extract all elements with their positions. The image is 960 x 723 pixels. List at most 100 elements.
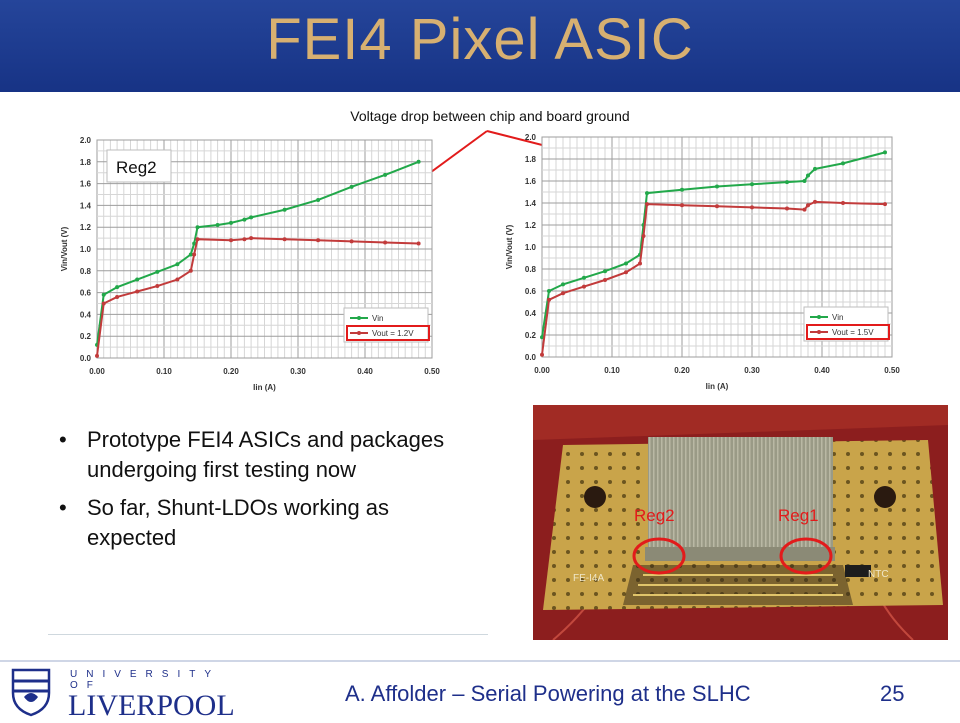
legend-marker: [817, 315, 821, 319]
x-axis-label: Iin (A): [253, 383, 276, 392]
chart-reg2: 0.0 0.2 0.4 0.6 0.8 1.0 1.2 1.4 1.6 1.8 2.0 0.00 0.1…: [60, 136, 440, 392]
y-tick-label: 0.8: [80, 267, 92, 276]
bullet-dot-icon: •: [59, 427, 67, 452]
y-tick-label: 1.2: [525, 221, 537, 230]
footer-text: A. Affolder – Serial Powering at the SLH…: [345, 681, 751, 706]
data-point: [195, 237, 200, 242]
data-point: [135, 277, 140, 282]
data-point: [349, 239, 354, 244]
x-tick-label: 0.30: [744, 366, 760, 375]
y-tick-label: 2.0: [80, 136, 92, 145]
y-tick-label: 1.2: [80, 223, 92, 232]
y-axis-label: Vin/Vout (V): [505, 224, 514, 269]
vout-highlight-box: [346, 325, 430, 341]
data-point: [135, 289, 140, 294]
footer-divider: [0, 660, 960, 662]
data-point: [785, 180, 789, 185]
data-point: [229, 238, 233, 243]
x-tick-label: 0.00: [89, 367, 105, 376]
reg1-photo-label: Reg1: [778, 506, 819, 525]
data-point: [561, 291, 565, 296]
chip-photo: FE-I4A NTC Reg2 Reg1: [533, 405, 948, 640]
slide-title: FEI4 Pixel ASIC: [266, 7, 694, 72]
annotation-text: Voltage drop between chip and board grou…: [350, 108, 630, 124]
data-point: [192, 241, 197, 246]
data-point: [715, 204, 719, 209]
reg2-highlight: [632, 537, 686, 575]
data-point: [383, 240, 388, 245]
data-point: [416, 159, 421, 164]
data-point: [813, 166, 817, 171]
data-point: [750, 205, 754, 210]
x-tick-label: 0.00: [534, 366, 550, 375]
data-point: [175, 277, 180, 282]
data-point: [192, 252, 197, 257]
y-tick-label: 1.4: [525, 199, 537, 208]
data-point: [802, 207, 807, 212]
x-tick-label: 0.40: [814, 366, 830, 375]
legend-label: Vout = 1.2V: [372, 329, 414, 338]
title-bar: [0, 0, 960, 92]
data-point: [175, 262, 180, 267]
x-tick-label: 0.30: [290, 367, 306, 376]
data-point: [95, 353, 99, 358]
x-tick-label: 0.20: [223, 367, 239, 376]
y-tick-label: 1.6: [80, 180, 92, 189]
y-tick-label: 0.8: [525, 265, 537, 274]
data-point: [624, 270, 628, 275]
data-point: [249, 236, 254, 241]
data-point: [802, 179, 807, 183]
reg1-highlight: [779, 537, 833, 575]
y-tick-label: 0.0: [80, 354, 92, 363]
data-point: [155, 284, 160, 289]
y-tick-label: 2.0: [525, 133, 537, 142]
data-point: [316, 197, 321, 202]
bullet-item: • So far, Shunt-LDOs working as expected: [59, 495, 390, 550]
reg-label-text: Reg2: [116, 158, 157, 177]
data-point: [638, 261, 642, 266]
x-tick-label: 0.20: [674, 366, 690, 375]
y-tick-label: 0.6: [525, 287, 537, 296]
data-point: [282, 207, 287, 212]
bullet-list: • Prototype FEI4 ASICs and packages under…: [55, 425, 475, 561]
data-point: [195, 225, 200, 230]
data-point: [582, 284, 586, 289]
bullet-item: • Prototype FEI4 ASICs and packages under…: [59, 427, 445, 482]
data-point: [547, 297, 551, 302]
y-tick-label: 0.4: [525, 309, 537, 318]
chip-label: FE-I4A: [573, 573, 604, 584]
data-point: [316, 238, 321, 243]
x-tick-label: 0.40: [357, 367, 373, 376]
data-point: [603, 278, 607, 282]
vout-highlight-box: [806, 324, 890, 340]
series-line-vin: [96, 160, 419, 346]
logo-university-text: UNIVERSITY OF: [70, 669, 220, 691]
data-point: [155, 269, 160, 274]
shield-icon: [11, 668, 51, 717]
data-point: [561, 282, 565, 287]
data-point: [229, 220, 233, 225]
y-tick-label: 1.6: [525, 177, 537, 186]
data-point: [540, 352, 544, 357]
data-point: [101, 301, 106, 306]
data-point: [416, 241, 421, 246]
data-point: [806, 173, 810, 178]
legend-label: Vout = 1.5V: [832, 328, 874, 337]
data-point: [242, 217, 247, 222]
data-point: [715, 184, 719, 189]
reg2-photo-label: Reg2: [634, 506, 675, 525]
data-point: [349, 184, 354, 189]
data-point: [624, 261, 628, 266]
x-tick-label: 0.50: [424, 367, 440, 376]
university-logo: UNIVERSITY OF LIVERPOOL: [8, 665, 235, 722]
y-tick-label: 1.4: [80, 201, 92, 210]
y-tick-label: 0.2: [80, 332, 92, 341]
y-tick-label: 1.8: [525, 155, 537, 164]
data-point: [282, 237, 287, 242]
data-point: [115, 294, 120, 299]
y-tick-label: 0.0: [525, 353, 537, 362]
data-point: [603, 269, 607, 274]
legend-marker: [817, 330, 821, 334]
x-tick-label: 0.10: [156, 367, 172, 376]
legend-marker: [357, 316, 361, 320]
